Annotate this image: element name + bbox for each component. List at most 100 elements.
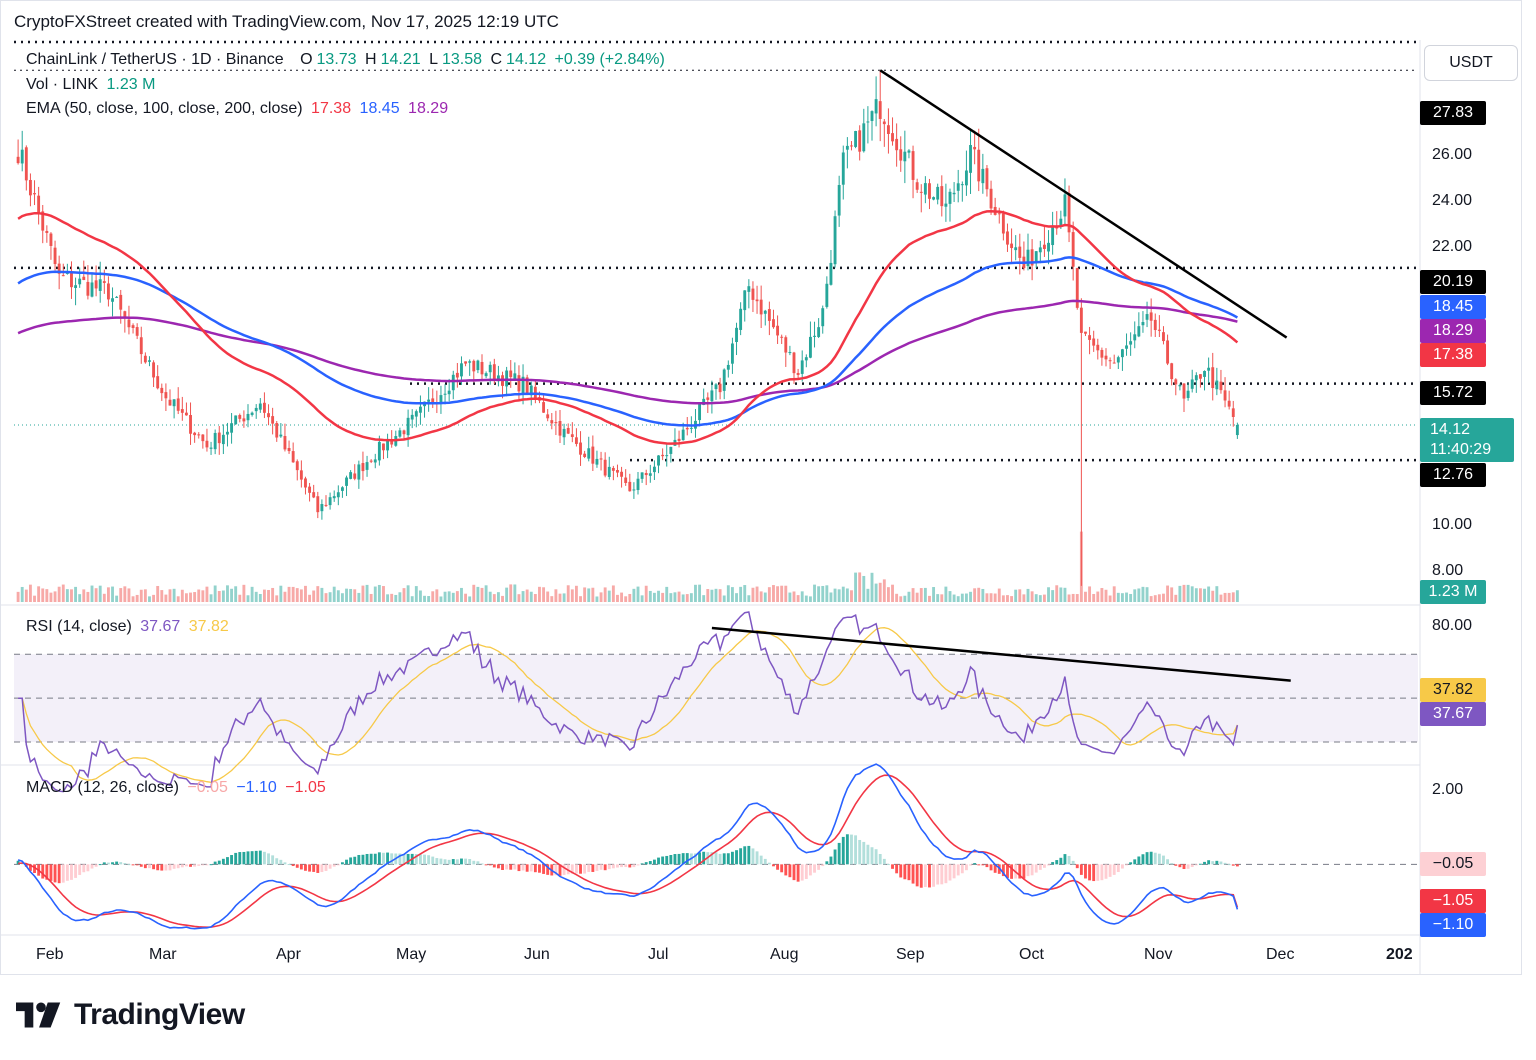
volume-bars (16, 531, 1239, 602)
volume-bar (295, 588, 299, 602)
volume-bar (620, 592, 624, 602)
candle-body (928, 183, 931, 199)
candle-body (115, 296, 119, 298)
macd-hist-bar (817, 864, 821, 870)
volume-bar (767, 587, 771, 602)
candle-body (1071, 232, 1075, 267)
macd-hist-bar (698, 852, 702, 865)
macd-hist-bar (304, 864, 307, 871)
high-value: 14.21 (380, 51, 421, 68)
candle-body (628, 481, 632, 492)
rsi-ma-value: 37.82 (188, 618, 229, 635)
volume-bar (287, 586, 291, 602)
macd-hist-bar (574, 864, 578, 874)
macd-hist-bar (505, 864, 509, 870)
macd-hist-bar (1145, 852, 1149, 865)
candle-body (217, 432, 221, 444)
macd-hist-bar (591, 864, 595, 872)
macd-hist-bar (431, 856, 435, 865)
candle-body (808, 336, 812, 358)
candle-body (86, 281, 90, 296)
volume-bar (148, 596, 151, 602)
volume-bar (1141, 586, 1145, 602)
volume-bar (226, 585, 229, 602)
macd-hist-bar (907, 864, 911, 881)
macd-hist-bar (1096, 864, 1100, 881)
candle-body (238, 415, 242, 419)
volume-bar (821, 585, 825, 602)
macd-hist-bar (61, 864, 65, 883)
candle-body (620, 471, 624, 477)
volume-bar (1231, 592, 1235, 602)
macd-hist-bar (316, 864, 320, 873)
candle-body (607, 466, 611, 477)
macd-hist-bar (1174, 864, 1178, 866)
volume-bar (480, 587, 484, 602)
month-label: Jun (524, 946, 550, 963)
candle-body (135, 327, 139, 336)
candle-body (369, 460, 373, 462)
candle-body (517, 375, 521, 392)
tag-volume: 1.23 M (1420, 580, 1486, 604)
volume-bar (1223, 592, 1227, 602)
volume-bar (685, 594, 689, 602)
candle-body (234, 415, 238, 425)
macd-hist-bar (197, 864, 201, 866)
volume-bar (1084, 591, 1087, 602)
macd-hist-bar (804, 864, 808, 879)
candle-body (168, 399, 172, 406)
volume-bar (850, 590, 853, 602)
candle-body (464, 361, 468, 364)
rsi-tick: 80.00 (1432, 617, 1473, 634)
volume-bar (451, 592, 455, 602)
candle-body (1153, 319, 1157, 331)
volume-bar (1198, 588, 1202, 602)
macd-hist-bar (1100, 864, 1104, 881)
candle-body (184, 412, 188, 416)
macd-hist-bar (1223, 862, 1227, 865)
volume-bar (640, 595, 644, 602)
candle-body (308, 486, 312, 493)
macd-hist-bar (870, 847, 874, 865)
volume-bar (102, 593, 106, 602)
volume-bar (156, 585, 160, 602)
macd-hist-bar (152, 864, 156, 870)
macd-hist-bar (1170, 863, 1174, 865)
candle-body (726, 364, 730, 370)
candle-body (1038, 247, 1042, 253)
price-tick: 22.00 (1432, 238, 1473, 255)
volume-bar (369, 593, 373, 602)
month-label: Feb (36, 946, 64, 963)
candle-body (854, 131, 858, 147)
macd-hist-bar (538, 864, 541, 873)
macd-hist-bar (70, 864, 73, 880)
macd-hist-bar (669, 855, 673, 865)
candle-body (111, 298, 114, 302)
candle-body (874, 99, 878, 114)
macd-hist-bar (993, 864, 997, 873)
macd-hist-bar (406, 853, 410, 865)
volume-bar (57, 586, 61, 602)
volume-bar (960, 593, 964, 602)
macd-hist-bar (648, 861, 652, 865)
volume-bar (1145, 587, 1149, 602)
macd-hist-bar (1022, 864, 1026, 879)
change-value: +0.39 (+2.84%) (554, 51, 665, 68)
month-label: Jul (648, 946, 669, 963)
macd-hist-bar (1018, 864, 1022, 879)
volume-bar (492, 594, 496, 602)
candle-body (106, 283, 110, 300)
volume-bar (624, 596, 628, 602)
candle-body (862, 123, 866, 152)
currency-selector[interactable]: USDT (1424, 45, 1518, 81)
macd-hist-bar (1063, 854, 1067, 865)
volume-bar (189, 592, 192, 602)
volume-bar (1075, 594, 1079, 602)
volume-bar (316, 586, 320, 602)
volume-bar (747, 595, 751, 602)
macd-hist-bar (353, 856, 357, 865)
candle-body (1145, 314, 1149, 320)
month-label: 202 (1386, 946, 1413, 963)
macd-hist-bar (891, 864, 894, 869)
